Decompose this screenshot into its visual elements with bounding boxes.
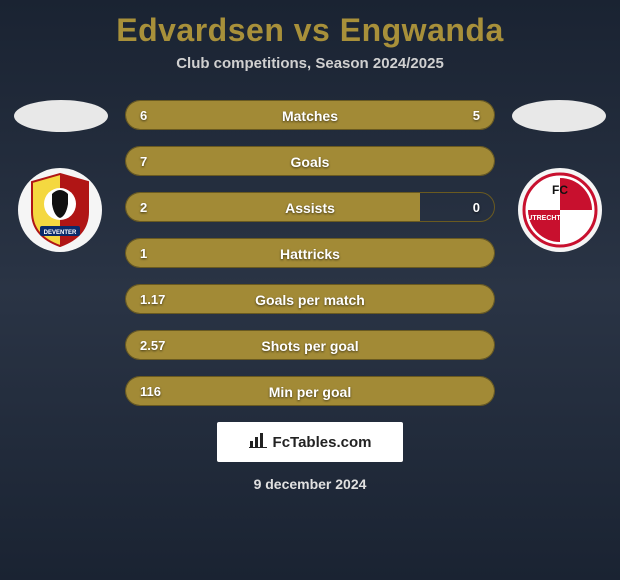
fc-utrecht-crest-icon: FC UTRECHT	[522, 172, 598, 248]
stat-row: 1Hattricks	[125, 238, 495, 268]
row-label: Goals	[126, 147, 494, 176]
stat-row: 2.57Shots per goal	[125, 330, 495, 360]
comparison-chart: DEVENTER FC UTRECHT 6Matches5 7Goals 2Assi…	[0, 100, 620, 406]
stat-row: 7Goals	[125, 146, 495, 176]
club-badge-right: FC UTRECHT	[518, 168, 602, 252]
go-ahead-eagles-crest-icon: DEVENTER	[26, 172, 94, 248]
row-label: Shots per goal	[126, 331, 494, 360]
player-photo-right	[512, 100, 606, 132]
brand-text: FcTables.com	[273, 434, 372, 451]
value-right: 0	[473, 193, 480, 222]
row-label: Goals per match	[126, 285, 494, 314]
svg-text:UTRECHT: UTRECHT	[527, 215, 561, 222]
bar-chart-icon	[249, 432, 267, 453]
row-label: Assists	[126, 193, 494, 222]
stat-rows: 6Matches5 7Goals 2Assists0 1Hattricks 1.17Go…	[125, 100, 495, 406]
stat-row: 2Assists0	[125, 192, 495, 222]
stat-row: 1.17Goals per match	[125, 284, 495, 314]
svg-text:FC: FC	[552, 183, 568, 197]
stat-row: 116Min per goal	[125, 376, 495, 406]
row-label: Hattricks	[126, 239, 494, 268]
row-label: Matches	[126, 101, 494, 130]
club-badge-left: DEVENTER	[18, 168, 102, 252]
value-right: 5	[473, 101, 480, 130]
stat-row: 6Matches5	[125, 100, 495, 130]
svg-text:DEVENTER: DEVENTER	[44, 230, 77, 236]
page-title: Edvardsen vs Engwanda	[0, 0, 620, 49]
subtitle: Club competitions, Season 2024/2025	[0, 55, 620, 72]
row-label: Min per goal	[126, 377, 494, 406]
player-photo-left	[14, 100, 108, 132]
brand-logo[interactable]: FcTables.com	[217, 422, 403, 462]
date-text: 9 december 2024	[0, 476, 620, 492]
